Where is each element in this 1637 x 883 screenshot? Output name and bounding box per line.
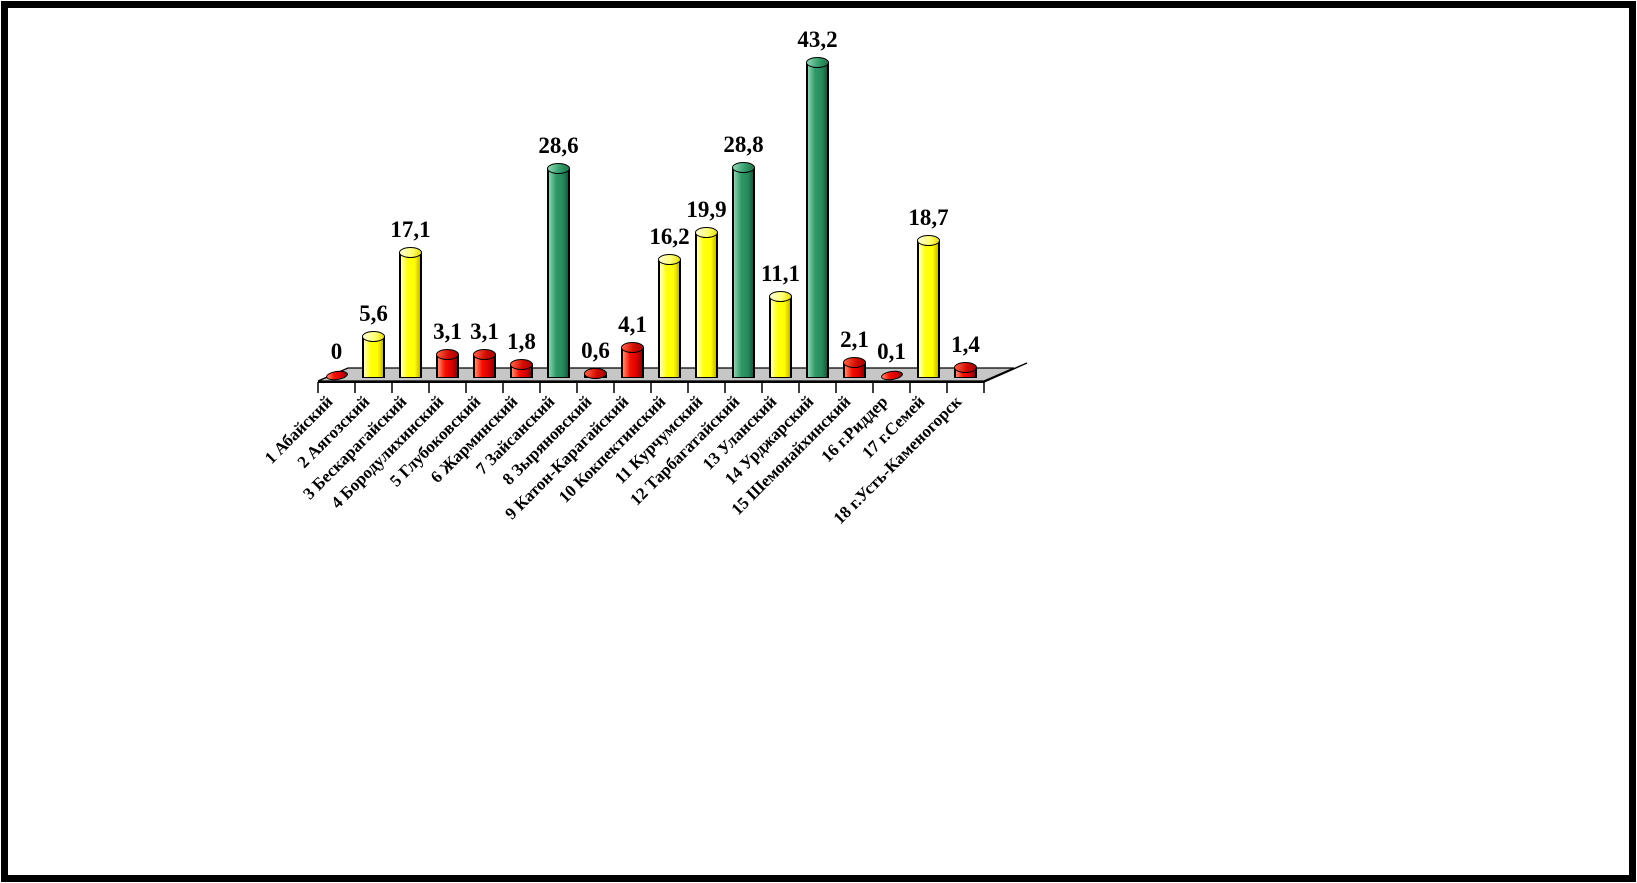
bar-cap-yellow: [769, 290, 792, 302]
bar-cylinder-green: [806, 63, 829, 378]
value-label: 0,1: [877, 339, 906, 364]
bar-cap-yellow: [917, 234, 940, 246]
bar-cap-yellow: [399, 246, 422, 258]
value-label: 16,2: [649, 223, 690, 249]
bar-cap-yellow: [362, 330, 385, 342]
bar-cap-red: [584, 367, 607, 379]
bar-cylinder-red: [954, 368, 977, 378]
bar-cylinder-green: [547, 169, 570, 378]
bar-cylinder-red: [473, 355, 496, 378]
value-label: 0: [330, 339, 343, 364]
bar-cylinder-red: [436, 355, 459, 378]
bar-cylinder-yellow: [695, 233, 718, 378]
value-label: 1,4: [951, 331, 980, 357]
value-label: 11,1: [761, 260, 800, 286]
bar-cylinder-green: [732, 168, 755, 378]
value-label: 43,2: [797, 26, 838, 52]
bar-cap-green: [806, 56, 829, 68]
bar-cylinder-yellow: [658, 260, 681, 378]
value-label: 18,7: [908, 204, 949, 230]
bar-cylinder-yellow: [917, 241, 940, 378]
bar-cap-red: [473, 348, 496, 360]
value-label: 5,6: [359, 300, 388, 326]
bar-cylinder-red: [621, 348, 644, 378]
bar-cap-red: [621, 341, 644, 353]
bar-cap-yellow: [658, 253, 681, 265]
bar-cylinder-yellow: [399, 253, 422, 378]
bar-cylinder-yellow: [769, 297, 792, 378]
value-label: 28,8: [723, 131, 764, 157]
value-label: 0,6: [581, 337, 610, 363]
bar-cap-red: [954, 361, 977, 373]
value-label: 1,8: [507, 328, 536, 354]
bar-cap-red: [843, 356, 866, 368]
value-label: 4,1: [618, 311, 647, 337]
value-label: 3,1: [470, 318, 499, 344]
bar-cap-red: [510, 358, 533, 370]
bar-cap-green: [547, 162, 570, 174]
value-label: 2,1: [840, 326, 869, 352]
value-label: 28,6: [538, 132, 579, 158]
bar-cap-yellow: [695, 226, 718, 238]
value-label: 3,1: [433, 318, 462, 344]
bar-cap-green: [732, 161, 755, 173]
bar-cap-red: [436, 348, 459, 360]
value-label: 17,1: [390, 216, 431, 242]
value-label: 19,9: [686, 196, 727, 222]
axis-depth-line: [983, 362, 1028, 383]
bar-cylinder-yellow: [362, 337, 385, 378]
